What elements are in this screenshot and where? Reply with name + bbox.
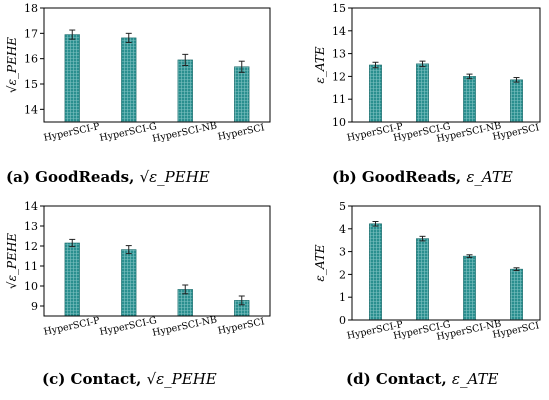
error-bar-d-3 xyxy=(466,254,473,259)
y-tick-label-c-3: 11 xyxy=(24,260,38,273)
y-tick-label-c-6: 14 xyxy=(24,200,38,213)
y-axis-label-a: √ε_PEHE xyxy=(5,37,19,93)
error-bar-c-2 xyxy=(125,245,132,255)
caption-b: (b) GoodReads, ε_ATE xyxy=(332,168,513,186)
category-label-a-2: HyperSCI-G xyxy=(99,121,158,144)
error-bar-c-1 xyxy=(69,238,76,248)
error-bar-a-4 xyxy=(238,60,245,73)
y-tick-label-c-5: 13 xyxy=(24,220,38,233)
error-bar-a-3 xyxy=(182,53,189,67)
category-label-c-2: HyperSCI-G xyxy=(99,315,158,338)
error-bar-c-4 xyxy=(238,295,245,306)
y-axis-label-c: √ε_PEHE xyxy=(5,233,19,289)
y-tick-label-b-5: 14 xyxy=(332,25,346,38)
error-bar-d-1 xyxy=(372,221,379,227)
category-label-c-4: HyperSCI xyxy=(217,316,266,337)
y-axis-label-d: ε_ATE xyxy=(313,244,327,281)
y-tick-label-a-2: 15 xyxy=(24,78,38,91)
y-tick-label-b-1: 10 xyxy=(332,116,346,129)
category-label-c-1: HyperSCI-P xyxy=(43,315,102,338)
bar-c-1 xyxy=(64,242,80,317)
category-label-a-3: HyperSCI-NB xyxy=(151,120,218,144)
y-tick-label-b-4: 13 xyxy=(332,48,346,61)
error-bar-b-3 xyxy=(466,73,473,80)
y-tick-label-b-2: 11 xyxy=(332,93,346,106)
bar-d-1 xyxy=(369,223,382,321)
bar-d-4 xyxy=(510,268,523,321)
y-axis-label-b: ε_ATE xyxy=(313,46,327,83)
category-label-c-3: HyperSCI-NB xyxy=(151,314,218,338)
caption-d: (d) Contact, ε_ATE xyxy=(346,370,498,388)
bar-b-4 xyxy=(510,79,523,123)
caption-c-prefix: (c) Contact, xyxy=(42,370,147,388)
y-tick-label-a-5: 18 xyxy=(24,2,38,15)
y-tick-label-a-4: 17 xyxy=(24,27,38,40)
caption-c: (c) Contact, √ε_PEHE xyxy=(42,370,217,388)
caption-b-metric: ε_ATE xyxy=(466,168,513,186)
caption-a-prefix: (a) GoodReads, xyxy=(6,168,140,186)
y-tick-label-a-1: 14 xyxy=(24,103,38,116)
axes-frame-a xyxy=(43,7,271,123)
axes-frame-b xyxy=(351,7,541,123)
caption-a: (a) GoodReads, √ε_PEHE xyxy=(6,168,210,186)
error-bar-b-4 xyxy=(513,77,520,83)
y-tick-label-c-4: 12 xyxy=(24,240,38,253)
bar-b-1 xyxy=(369,64,382,123)
axes-frame-c xyxy=(43,205,271,317)
category-label-a-1: HyperSCI-P xyxy=(43,121,102,144)
y-tick-label-d-6: 5 xyxy=(339,200,346,213)
y-tick-label-c-1: 9 xyxy=(31,300,38,313)
caption-d-prefix: (d) Contact, xyxy=(346,370,452,388)
bar-b-2 xyxy=(416,63,429,123)
y-tick-label-d-2: 1 xyxy=(339,291,346,304)
y-tick-label-d-4: 3 xyxy=(339,246,346,259)
bar-a-3 xyxy=(177,59,193,123)
error-bar-a-2 xyxy=(125,32,132,43)
caption-c-metric: √ε_PEHE xyxy=(146,370,217,388)
bar-a-1 xyxy=(64,34,80,123)
y-tick-label-c-2: 10 xyxy=(24,280,38,293)
caption-a-metric: √ε_PEHE xyxy=(139,168,210,186)
y-tick-label-a-3: 16 xyxy=(24,53,38,66)
error-bar-d-4 xyxy=(513,267,520,272)
bar-d-2 xyxy=(416,238,429,321)
bar-b-3 xyxy=(463,76,476,123)
y-tick-label-d-5: 4 xyxy=(339,223,346,236)
error-bar-b-1 xyxy=(372,61,379,69)
caption-d-metric: ε_ATE xyxy=(451,370,499,388)
y-tick-label-b-6: 15 xyxy=(332,2,346,15)
error-bar-d-2 xyxy=(419,235,426,242)
bar-a-4 xyxy=(234,66,250,123)
chart-b: HyperSCI-PHyperSCI-GHyperSCI-NBHyperSCI1… xyxy=(313,2,541,145)
error-bar-c-3 xyxy=(182,284,189,295)
y-tick-label-d-1: 0 xyxy=(339,314,346,327)
error-bar-b-2 xyxy=(419,60,426,68)
y-tick-label-b-3: 12 xyxy=(332,70,346,83)
bar-c-2 xyxy=(121,249,137,317)
y-tick-label-d-3: 2 xyxy=(339,268,346,281)
bar-a-2 xyxy=(121,37,137,123)
axes-frame-d xyxy=(351,205,541,321)
error-bar-a-1 xyxy=(69,29,76,40)
category-label-a-4: HyperSCI xyxy=(217,122,266,143)
bar-d-3 xyxy=(463,255,476,321)
chart-d: HyperSCI-PHyperSCI-GHyperSCI-NBHyperSCI0… xyxy=(313,200,541,343)
caption-b-prefix: (b) GoodReads, xyxy=(332,168,467,186)
